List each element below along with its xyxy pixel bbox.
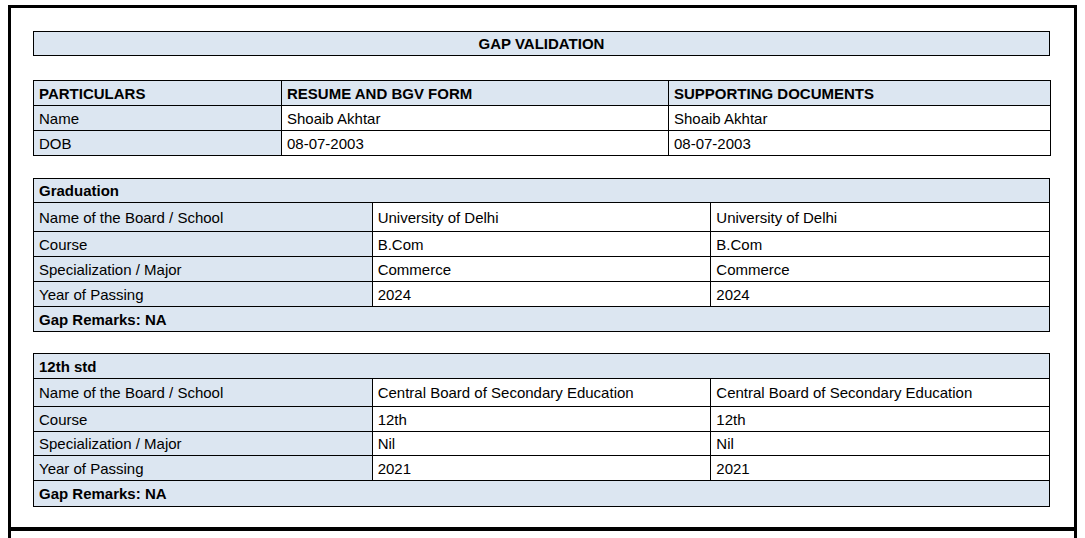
row-label-specialization: Specialization / Major (34, 432, 373, 456)
column-header-resume-bgv-form: RESUME AND BGV FORM (282, 81, 669, 106)
table-row-dob: DOB 08-07-2003 08-07-2003 (34, 131, 1051, 156)
twelfth-course-resume-value: 12th (372, 407, 711, 432)
table-row-board-school: Name of the Board / School Central Board… (34, 379, 1050, 407)
row-label-year-of-passing: Year of Passing (34, 456, 373, 481)
name-supporting-value: Shoaib Akhtar (669, 106, 1051, 131)
twelfth-specialization-resume-value: Nil (372, 432, 711, 456)
table-row-year-of-passing: Year of Passing 2024 2024 (34, 282, 1050, 307)
document-title: GAP VALIDATION (479, 35, 605, 52)
twelfth-course-supporting-value: 12th (711, 407, 1050, 432)
twelfth-year-supporting-value: 2021 (711, 456, 1050, 481)
table-row-course: Course 12th 12th (34, 407, 1050, 432)
twelfth-section-title: 12th std (34, 354, 1050, 379)
twelfth-board-resume-value: Central Board of Secondary Education (372, 379, 711, 407)
twelfth-specialization-supporting-value: Nil (711, 432, 1050, 456)
twelfth-gap-remarks: Gap Remarks: NA (34, 481, 1050, 507)
row-label-specialization: Specialization / Major (34, 257, 373, 282)
row-label-year-of-passing: Year of Passing (34, 282, 373, 307)
table-row-course: Course B.Com B.Com (34, 232, 1050, 257)
dob-supporting-value: 08-07-2003 (669, 131, 1051, 156)
row-label-dob: DOB (34, 131, 282, 156)
graduation-section-header-row: Graduation (34, 179, 1050, 203)
graduation-specialization-resume-value: Commerce (372, 257, 711, 282)
table-row-year-of-passing: Year of Passing 2021 2021 (34, 456, 1050, 481)
table-row-board-school: Name of the Board / School University of… (34, 203, 1050, 232)
graduation-year-supporting-value: 2024 (711, 282, 1050, 307)
graduation-specialization-supporting-value: Commerce (711, 257, 1050, 282)
identity-header-row: PARTICULARS RESUME AND BGV FORM SUPPORTI… (34, 81, 1051, 106)
row-label-name: Name (34, 106, 282, 131)
table-row-specialization: Specialization / Major Nil Nil (34, 432, 1050, 456)
row-label-course: Course (34, 407, 373, 432)
twelfth-board-supporting-value: Central Board of Secondary Education (711, 379, 1050, 407)
graduation-section-table: Graduation Name of the Board / School Un… (33, 178, 1050, 332)
page-border-left (8, 5, 11, 538)
graduation-board-supporting-value: University of Delhi (711, 203, 1050, 232)
column-header-particulars: PARTICULARS (34, 81, 282, 106)
page-border-bottom (8, 527, 1077, 531)
twelfth-section-header-row: 12th std (34, 354, 1050, 379)
table-row-specialization: Specialization / Major Commerce Commerce (34, 257, 1050, 282)
dob-resume-value: 08-07-2003 (282, 131, 669, 156)
graduation-gap-remarks: Gap Remarks: NA (34, 307, 1050, 332)
twelfth-std-section-table: 12th std Name of the Board / School Cent… (33, 353, 1050, 507)
document-title-bar: GAP VALIDATION (33, 31, 1050, 56)
twelfth-gap-remarks-row: Gap Remarks: NA (34, 481, 1050, 507)
identity-table: PARTICULARS RESUME AND BGV FORM SUPPORTI… (33, 80, 1051, 156)
graduation-section-title: Graduation (34, 179, 1050, 203)
row-label-board-school: Name of the Board / School (34, 379, 373, 407)
table-row-name: Name Shoaib Akhtar Shoaib Akhtar (34, 106, 1051, 131)
column-header-supporting-documents: SUPPORTING DOCUMENTS (669, 81, 1051, 106)
graduation-board-resume-value: University of Delhi (372, 203, 711, 232)
twelfth-year-resume-value: 2021 (372, 456, 711, 481)
name-resume-value: Shoaib Akhtar (282, 106, 669, 131)
page-border-right (1074, 5, 1077, 538)
graduation-gap-remarks-row: Gap Remarks: NA (34, 307, 1050, 332)
row-label-board-school: Name of the Board / School (34, 203, 373, 232)
page-border-top (8, 5, 1077, 8)
row-label-course: Course (34, 232, 373, 257)
graduation-course-resume-value: B.Com (372, 232, 711, 257)
graduation-course-supporting-value: B.Com (711, 232, 1050, 257)
graduation-year-resume-value: 2024 (372, 282, 711, 307)
